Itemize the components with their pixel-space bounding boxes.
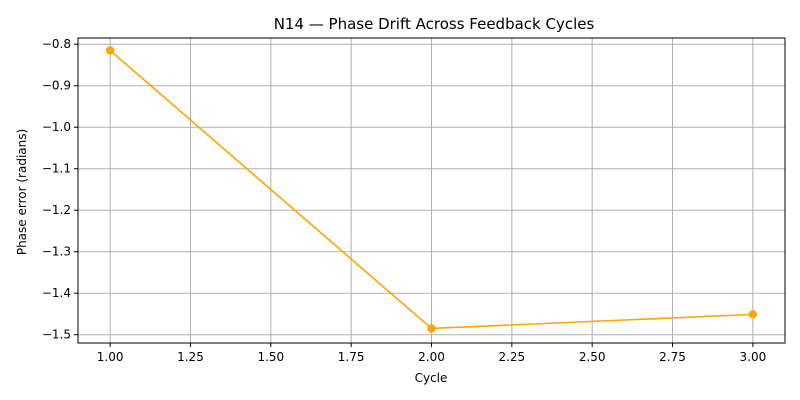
grid-lines bbox=[78, 38, 785, 343]
x-tick-label: 2.00 bbox=[418, 350, 445, 364]
x-tick-label: 3.00 bbox=[740, 350, 767, 364]
y-tick-label: −0.8 bbox=[42, 37, 71, 51]
y-tick-label: −0.9 bbox=[42, 79, 71, 93]
x-tick-label: 1.00 bbox=[97, 350, 124, 364]
data-point bbox=[427, 324, 436, 333]
y-tick-label: −1.3 bbox=[42, 245, 71, 259]
y-tick-label: −1.2 bbox=[42, 203, 71, 217]
x-tick-label: 2.50 bbox=[579, 350, 606, 364]
chart-title: N14 — Phase Drift Across Feedback Cycles bbox=[274, 15, 595, 33]
y-tick-label: −1.1 bbox=[42, 162, 71, 176]
x-tick-label: 1.50 bbox=[257, 350, 284, 364]
y-axis: −0.8 −0.9 −1.0 −1.1 −1.2 −1.3 −1.4 −1.5 bbox=[42, 37, 78, 342]
x-axis: 1.00 1.25 1.50 1.75 2.00 2.25 2.50 2.75 3.00 bbox=[97, 343, 766, 364]
x-tick-label: 1.75 bbox=[338, 350, 365, 364]
data-point bbox=[748, 310, 758, 319]
y-tick-label: −1.0 bbox=[42, 120, 71, 134]
y-tick-label: −1.4 bbox=[42, 286, 71, 300]
x-tick-label: 1.25 bbox=[177, 350, 204, 364]
series-layer bbox=[105, 46, 758, 333]
x-tick-label: 2.25 bbox=[498, 350, 525, 364]
y-axis-label: Phase error (radians) bbox=[15, 129, 29, 255]
x-tick-label: 2.75 bbox=[659, 350, 686, 364]
data-point bbox=[105, 46, 115, 55]
y-tick-label: −1.5 bbox=[42, 328, 71, 342]
x-axis-label: Cycle bbox=[415, 371, 448, 385]
